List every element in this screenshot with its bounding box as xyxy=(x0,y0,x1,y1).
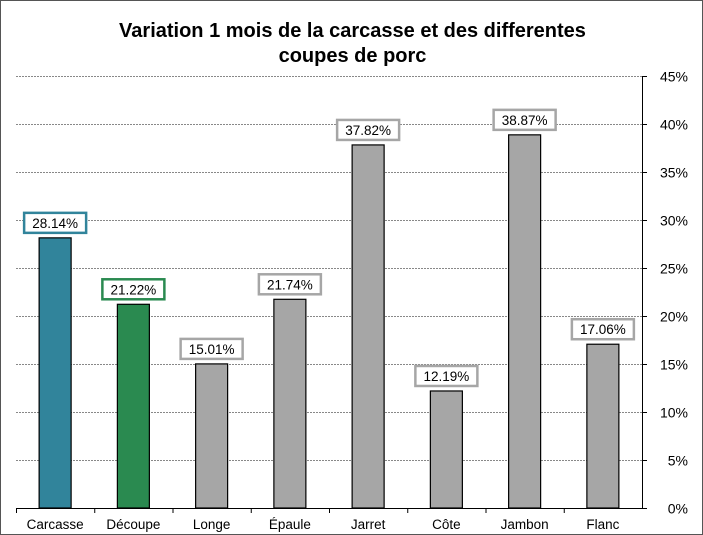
data-label: 15.01% xyxy=(189,342,235,357)
y-tick-label: 20% xyxy=(660,309,688,325)
x-tick-label: Jarret xyxy=(351,517,386,532)
data-label: 37.82% xyxy=(345,123,391,138)
data-label: 12.19% xyxy=(423,369,469,384)
bar-carcasse xyxy=(38,237,72,509)
bar-épaule xyxy=(273,298,307,509)
bar-jambon xyxy=(508,134,542,509)
data-label-box xyxy=(22,211,88,235)
x-tick-label: Épaule xyxy=(269,517,311,532)
data-label: 21.74% xyxy=(267,277,313,292)
data-label: 38.87% xyxy=(502,113,548,128)
bar-découpe xyxy=(116,303,150,509)
y-tick-label: 45% xyxy=(660,69,688,85)
x-tick-label: Jambon xyxy=(501,517,549,532)
y-tick-label: 10% xyxy=(660,405,688,421)
bar-longe xyxy=(195,363,229,509)
bar-flanc xyxy=(586,343,620,509)
x-tick-label: Carcasse xyxy=(27,517,84,532)
data-label-box xyxy=(335,118,401,142)
data-label: 17.06% xyxy=(580,322,626,337)
chart-title: Variation 1 mois de la carcasse et des d… xyxy=(1,19,702,69)
data-label-box xyxy=(257,273,323,296)
y-tick-label: 0% xyxy=(668,501,688,517)
data-label-box xyxy=(179,337,244,361)
x-tick-label: Flanc xyxy=(586,517,619,532)
y-tick-label: 40% xyxy=(660,117,688,133)
bar-jarret xyxy=(351,144,385,509)
y-tick-label: 30% xyxy=(660,213,688,229)
data-label-box xyxy=(414,364,479,388)
data-label: 21.22% xyxy=(110,282,156,297)
bar-côte xyxy=(429,390,463,509)
y-tick-label: 15% xyxy=(660,357,688,373)
data-label-box xyxy=(570,317,636,341)
y-tick-label: 25% xyxy=(660,261,688,277)
data-label: 28.14% xyxy=(32,216,78,231)
y-tick-label: 35% xyxy=(660,165,688,181)
y-tick-label: 5% xyxy=(668,453,688,469)
data-label-box xyxy=(492,108,557,132)
x-tick-label: Longe xyxy=(193,517,231,532)
data-label-box xyxy=(101,278,166,301)
x-tick-label: Côte xyxy=(432,517,461,532)
chart-title-line-2: coupes de porc xyxy=(278,45,427,67)
x-tick-label: Découpe xyxy=(106,517,160,532)
chart-title-line-1: Variation 1 mois de la carcasse et des d… xyxy=(119,20,586,42)
